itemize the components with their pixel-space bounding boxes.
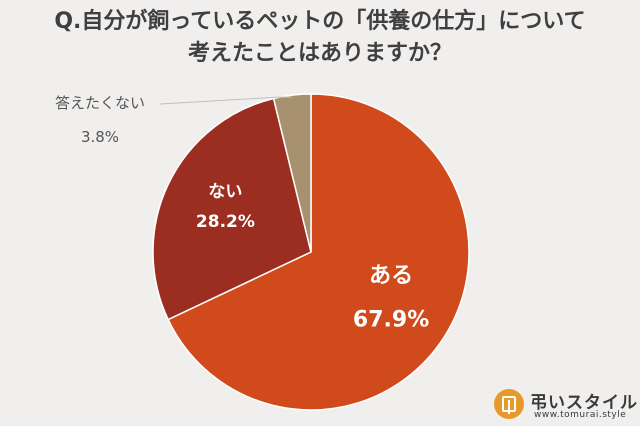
slice-value-2: 3.8% <box>81 128 119 146</box>
slice-label-0: ある <box>369 264 413 289</box>
pie-slice-2 <box>272 93 312 253</box>
slice-label-2: 答えたくない <box>55 94 145 112</box>
brand-logo: 弔いスタイル www.tomurai.style <box>494 388 637 422</box>
slice-value-1: 28.2% <box>196 212 255 232</box>
pie-slice-0 <box>167 93 470 411</box>
slice-label-1: ない <box>208 182 242 202</box>
logo-icon <box>494 389 524 419</box>
logo-name: 弔いスタイル <box>530 393 638 413</box>
logo-url: www.tomurai.style <box>534 410 627 420</box>
chart-title: Q.自分が飼っているペットの「供養の仕方」について 考えたことはありますか？ <box>0 6 640 70</box>
chart-title-line-1: Q.自分が飼っているペットの「供養の仕方」について <box>54 9 586 34</box>
pie-slice-1 <box>152 97 312 321</box>
slice-leader-line-2 <box>159 96 293 105</box>
chart-title-line-2: 考えたことはありますか？ <box>187 41 452 66</box>
slice-value-0: 67.9% <box>353 308 429 333</box>
